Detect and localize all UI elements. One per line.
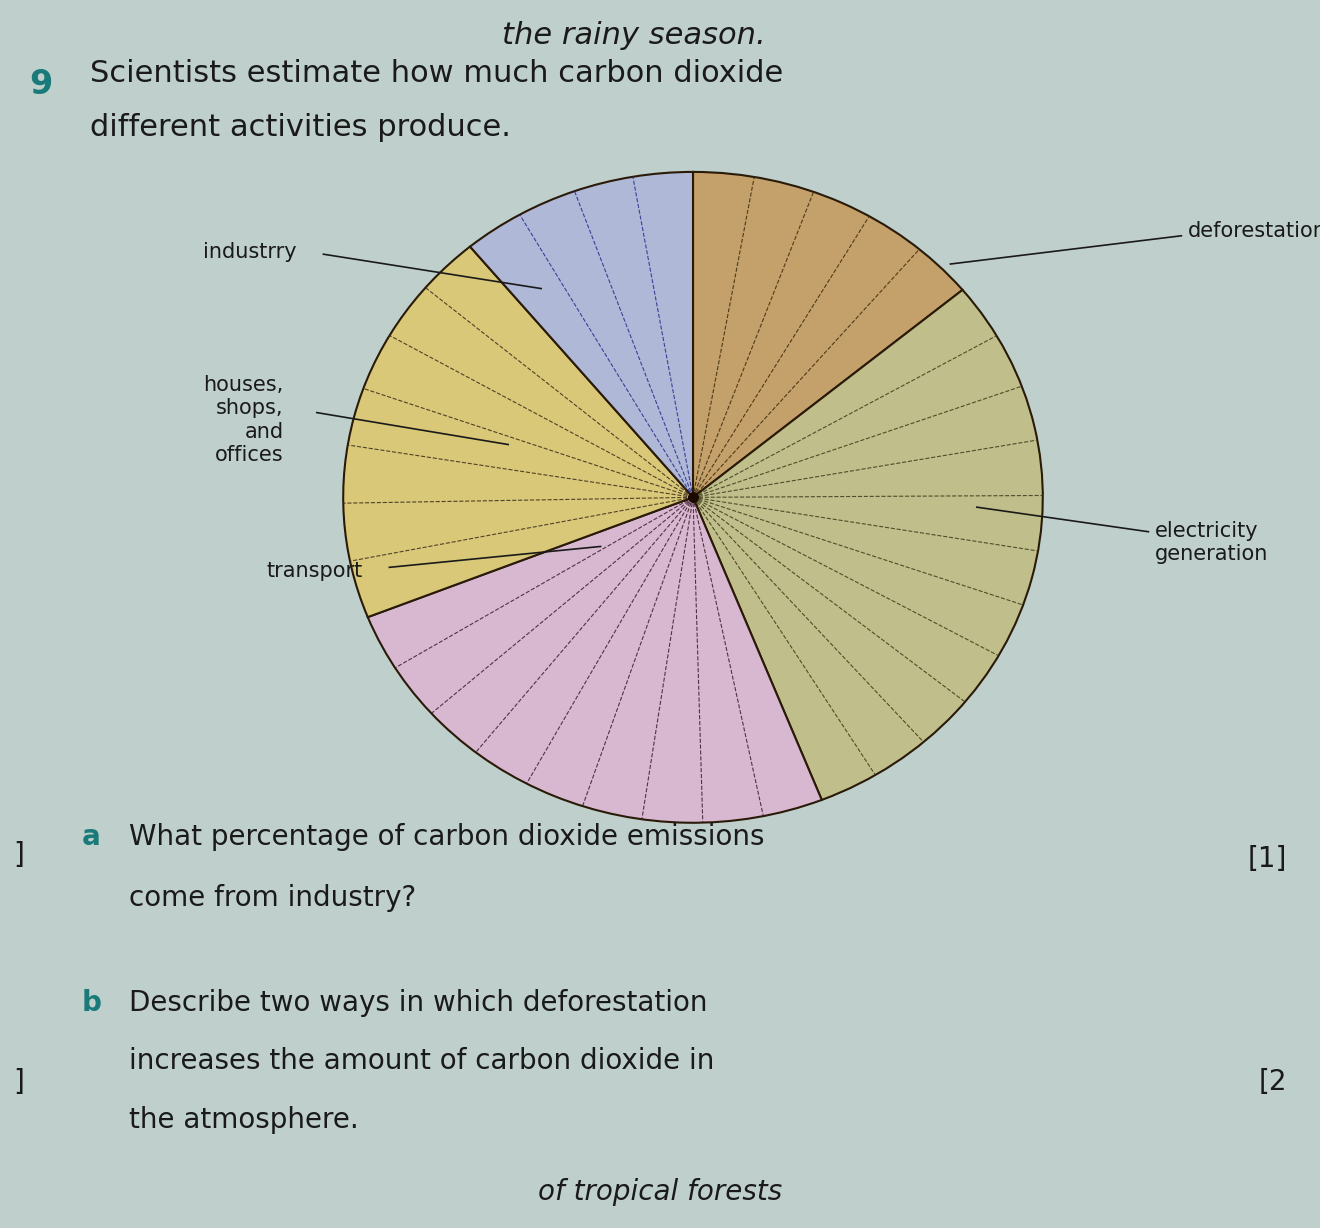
Text: increases the amount of carbon dioxide in: increases the amount of carbon dioxide i… [129, 1047, 714, 1076]
Text: 9: 9 [29, 68, 53, 101]
Wedge shape [368, 497, 822, 823]
Text: ]: ] [13, 841, 24, 869]
Text: Describe two ways in which deforestation: Describe two ways in which deforestation [129, 989, 708, 1017]
Wedge shape [470, 172, 693, 497]
Text: transport: transport [267, 561, 363, 581]
Text: [2: [2 [1258, 1068, 1287, 1097]
Text: [1]: [1] [1247, 845, 1287, 873]
Text: industrry: industrry [203, 242, 297, 262]
Text: deforestation: deforestation [1188, 221, 1320, 241]
Text: come from industry?: come from industry? [129, 884, 417, 912]
Wedge shape [693, 172, 962, 497]
Text: houses,
shops,
and
offices: houses, shops, and offices [203, 376, 284, 464]
Text: the atmosphere.: the atmosphere. [129, 1106, 359, 1135]
Text: the rainy season.: the rainy season. [502, 21, 766, 50]
Text: Scientists estimate how much carbon dioxide: Scientists estimate how much carbon diox… [90, 59, 783, 88]
Text: of tropical forests: of tropical forests [537, 1178, 783, 1206]
Wedge shape [693, 290, 1043, 799]
Text: b: b [82, 989, 102, 1017]
Text: ]: ] [13, 1068, 24, 1097]
Text: electricity
generation: electricity generation [1155, 521, 1269, 565]
Text: What percentage of carbon dioxide emissions: What percentage of carbon dioxide emissi… [129, 823, 764, 851]
Wedge shape [343, 247, 693, 618]
Text: different activities produce.: different activities produce. [90, 113, 511, 142]
Text: a: a [82, 823, 100, 851]
